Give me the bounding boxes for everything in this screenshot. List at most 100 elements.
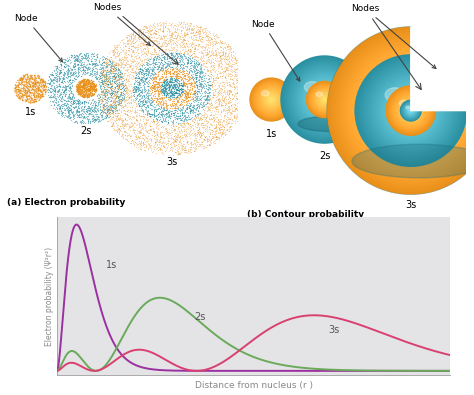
Point bbox=[67, 102, 75, 108]
Point bbox=[169, 66, 177, 73]
Point bbox=[19, 73, 27, 79]
Point bbox=[156, 19, 164, 25]
Point bbox=[111, 67, 119, 73]
Point bbox=[38, 93, 46, 99]
Point bbox=[229, 77, 237, 83]
Point bbox=[191, 106, 199, 112]
Point bbox=[116, 126, 123, 132]
Point bbox=[87, 84, 94, 90]
Point bbox=[204, 68, 212, 74]
Point bbox=[196, 141, 204, 147]
Point bbox=[119, 118, 127, 124]
Point bbox=[25, 77, 33, 83]
Point bbox=[110, 70, 118, 76]
Point bbox=[20, 85, 28, 91]
Point bbox=[237, 93, 245, 100]
Point bbox=[74, 101, 82, 107]
Point bbox=[210, 80, 218, 86]
Point bbox=[72, 82, 80, 88]
Point bbox=[76, 78, 83, 85]
Point bbox=[167, 86, 175, 92]
Point bbox=[226, 82, 234, 88]
Point bbox=[107, 81, 115, 87]
Point bbox=[69, 113, 77, 119]
Point bbox=[165, 55, 173, 61]
Point bbox=[48, 82, 56, 88]
Point bbox=[190, 102, 198, 109]
Point bbox=[198, 138, 205, 145]
Point bbox=[201, 87, 209, 94]
Point bbox=[211, 82, 219, 88]
Point bbox=[200, 102, 208, 109]
Point bbox=[79, 61, 86, 67]
Point bbox=[157, 87, 164, 93]
Point bbox=[102, 61, 109, 68]
Point bbox=[12, 85, 19, 91]
Point bbox=[157, 88, 164, 94]
Point bbox=[41, 88, 49, 95]
Point bbox=[181, 112, 188, 118]
Point bbox=[224, 61, 232, 67]
Point bbox=[145, 38, 153, 45]
Point bbox=[144, 89, 152, 96]
Point bbox=[144, 126, 152, 133]
Point bbox=[238, 70, 246, 76]
Point bbox=[176, 102, 184, 108]
Point bbox=[191, 132, 199, 138]
Point bbox=[172, 69, 180, 75]
Point bbox=[169, 110, 177, 117]
Point bbox=[77, 55, 85, 61]
Point bbox=[137, 122, 145, 128]
Point bbox=[102, 72, 110, 79]
Circle shape bbox=[403, 103, 418, 118]
Point bbox=[179, 79, 186, 86]
Point bbox=[145, 111, 153, 117]
Point bbox=[217, 124, 225, 130]
Point bbox=[74, 73, 82, 79]
Point bbox=[155, 26, 163, 32]
Point bbox=[182, 90, 190, 97]
Point bbox=[157, 67, 165, 73]
Point bbox=[191, 46, 198, 53]
Circle shape bbox=[355, 54, 467, 167]
Point bbox=[166, 22, 174, 28]
Point bbox=[208, 36, 216, 43]
Point bbox=[200, 84, 207, 90]
Point bbox=[60, 88, 68, 94]
Point bbox=[196, 90, 204, 96]
Point bbox=[199, 69, 207, 75]
Point bbox=[139, 101, 146, 107]
Point bbox=[46, 81, 54, 88]
Point bbox=[88, 79, 96, 85]
Point bbox=[157, 94, 164, 101]
Point bbox=[235, 70, 242, 77]
Point bbox=[81, 85, 89, 91]
Point bbox=[126, 47, 133, 53]
Point bbox=[197, 68, 204, 74]
Point bbox=[152, 74, 160, 80]
Point bbox=[156, 101, 164, 107]
Point bbox=[128, 72, 136, 78]
Point bbox=[79, 83, 86, 89]
Point bbox=[150, 128, 158, 135]
Point bbox=[12, 84, 20, 90]
Point bbox=[161, 46, 169, 53]
Point bbox=[28, 99, 36, 105]
Point bbox=[179, 122, 186, 129]
Point bbox=[196, 35, 204, 41]
Point bbox=[182, 94, 190, 100]
Point bbox=[26, 88, 34, 95]
Point bbox=[162, 147, 170, 153]
Point bbox=[116, 75, 123, 81]
Circle shape bbox=[321, 96, 328, 103]
Point bbox=[111, 96, 119, 102]
Point bbox=[181, 30, 188, 36]
Point bbox=[242, 84, 250, 90]
Point bbox=[194, 41, 201, 47]
Circle shape bbox=[395, 94, 427, 127]
Point bbox=[177, 30, 184, 36]
Point bbox=[184, 147, 191, 153]
Point bbox=[137, 146, 145, 152]
Point bbox=[92, 81, 100, 87]
Point bbox=[144, 117, 152, 124]
